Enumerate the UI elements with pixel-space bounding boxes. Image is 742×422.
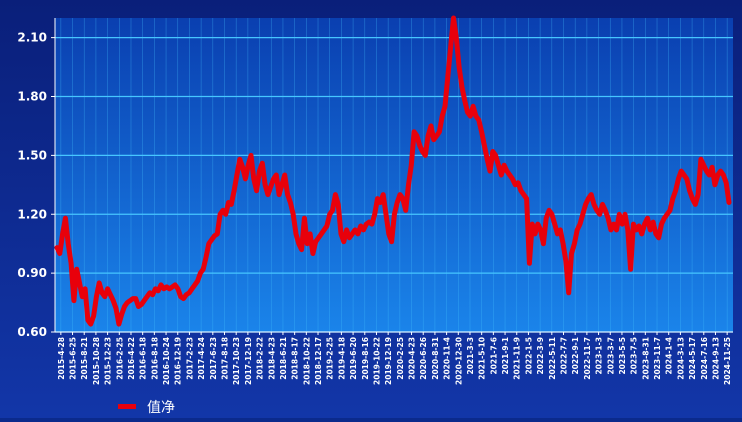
x-tick-label: 2016-4-22 [127, 337, 136, 380]
x-tick-label: 2018-10-22 [302, 337, 311, 385]
x-tick-label: 2022-11-7 [583, 337, 592, 380]
x-tick-label: 2023-3-7 [606, 337, 615, 375]
x-tick-label: 2020-4-23 [408, 337, 417, 380]
x-tick-label: 2021-5-10 [478, 337, 487, 380]
x-tick-label: 2017-10-23 [232, 337, 241, 385]
x-tick-label: 2021-7-6 [489, 337, 498, 375]
x-tick-label: 2023-8-31 [641, 337, 650, 380]
x-tick-label: 2020-2-25 [396, 337, 405, 380]
x-tick-label: 2021-9-1 [501, 337, 510, 375]
x-tick-label: 2024-11-25 [723, 337, 732, 385]
x-axis: 2015-4-28 2015-6-25 2015-8-21 2015-10-28 201… [55, 331, 733, 385]
x-tick-label: 2019-6-20 [349, 337, 358, 380]
x-tick-label: 2019-4-18 [337, 337, 346, 380]
x-tick-label: 2020-11-4 [443, 337, 452, 380]
x-tick-label: 2018-12-17 [314, 337, 323, 385]
x-tick-label: 2017-2-23 [185, 337, 194, 380]
y-tick-label: 2.10 [17, 31, 47, 45]
legend: 值净 [118, 400, 175, 416]
x-tick-label: 2024-9-13 [711, 337, 720, 380]
y-tick-label: 1.80 [17, 90, 47, 104]
y-tick-label: 0.60 [17, 325, 47, 339]
x-tick-label: 2022-1-5 [524, 337, 533, 375]
series-layer [54, 15, 732, 327]
legend-label: 值净 [147, 400, 175, 416]
x-tick-label: 2024-5-17 [688, 337, 697, 380]
y-tick-label: 0.90 [17, 266, 47, 280]
x-tick-label: 2016-10-24 [162, 337, 171, 385]
x-tick-label: 2022-5-11 [548, 337, 557, 380]
x-tick-label: 2015-10-28 [92, 337, 101, 385]
y-tick-label: 1.20 [17, 207, 47, 221]
x-tick-label: 2021-11-9 [513, 337, 522, 380]
legend-swatch [118, 404, 136, 409]
x-tick-label: 2022-9-1 [571, 337, 580, 375]
x-tick-label: 2018-8-17 [291, 337, 300, 380]
x-tick-label: 2023-7-5 [630, 337, 639, 375]
x-tick-label: 2015-6-25 [69, 337, 78, 380]
x-tick-label: 2017-6-23 [209, 337, 218, 380]
x-tick-label: 2016-12-19 [174, 337, 183, 385]
y-tick-label: 1.50 [17, 148, 47, 162]
x-tick-label: 2018-6-21 [279, 337, 288, 380]
x-tick-label: 2022-3-9 [536, 337, 545, 375]
x-tick-label: 2019-2-25 [326, 337, 335, 380]
x-tick-label: 2015-8-21 [80, 337, 89, 380]
x-tick-label: 2023-11-7 [653, 337, 662, 380]
x-tick-label: 2017-12-19 [244, 337, 253, 385]
grid-lines [55, 18, 733, 333]
plot-area [55, 18, 733, 332]
x-tick-label: 2016-2-25 [115, 337, 124, 380]
x-tick-label: 2016-6-18 [139, 337, 148, 380]
x-tick-label: 2018-2-22 [256, 337, 265, 380]
x-tick-label: 2019-12-19 [384, 337, 393, 385]
x-tick-label: 2019-10-22 [372, 337, 381, 385]
x-tick-label: 2018-4-23 [267, 337, 276, 380]
x-tick-label: 2024-7-16 [700, 337, 709, 380]
x-tick-label: 2015-4-28 [57, 337, 66, 380]
x-tick-label: 2015-12-23 [104, 337, 113, 385]
y-axis: 0.60 0.90 1.20 1.50 1.80 2.10 [17, 18, 56, 339]
x-tick-label: 2024-3-13 [676, 337, 685, 380]
x-tick-label: 2022-7-7 [560, 337, 569, 375]
x-tick-label: 2020-8-31 [431, 337, 440, 380]
x-tick-label: 2024-1-4 [665, 337, 674, 375]
x-tick-label: 2017-8-18 [221, 337, 230, 380]
x-tick-label: 2023-1-3 [595, 337, 604, 375]
x-tick-label: 2020-12-30 [454, 337, 463, 385]
x-tick-label: 2019-8-16 [361, 337, 370, 380]
x-tick-label: 2021-3-3 [466, 337, 475, 375]
x-tick-label: 2017-4-24 [197, 337, 206, 380]
x-tick-label: 2023-5-5 [618, 337, 627, 375]
series-line-0 [54, 15, 732, 327]
x-tick-label: 2020-6-26 [419, 337, 428, 380]
x-tick-label: 2016-8-18 [150, 337, 159, 380]
